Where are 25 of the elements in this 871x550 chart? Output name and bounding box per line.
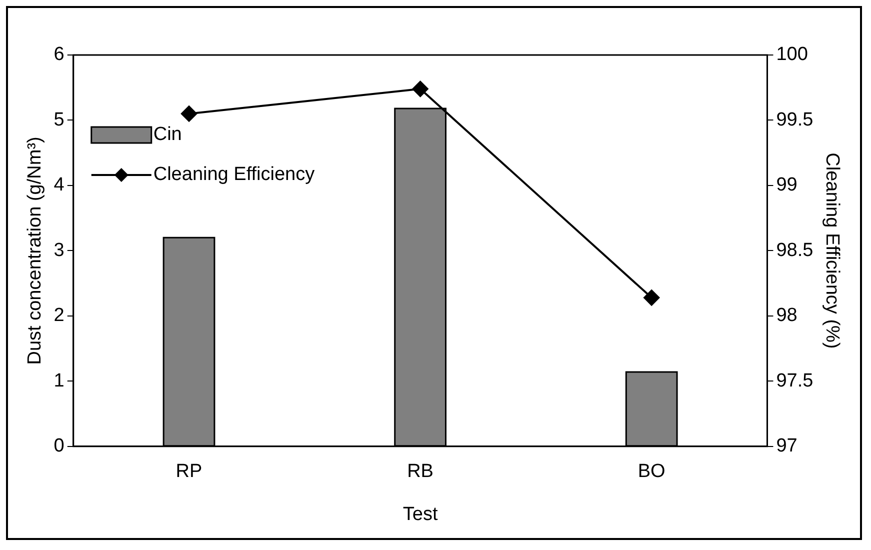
y-tick-label: 4 (54, 174, 65, 196)
y2-tick-label: 99.5 (776, 109, 814, 130)
y2-tick-label: 97.5 (776, 370, 814, 392)
y-tick-label: 1 (54, 370, 64, 392)
legend-label: Cin (153, 124, 182, 146)
y2-tick-label: 98 (776, 305, 798, 326)
x-tick-label: BO (638, 461, 666, 482)
y-tick-label: 3 (54, 240, 64, 261)
y-tick-label: 5 (54, 109, 64, 130)
x-tick-label: RP (176, 461, 202, 482)
y-tick-label: 0 (54, 436, 64, 457)
y2-tick-label: 98.5 (776, 240, 814, 261)
point (412, 80, 428, 97)
point (644, 290, 660, 306)
y2-tick-label: 100 (776, 44, 808, 66)
x-axis-title: Test (402, 504, 438, 525)
y2-tick-label: 99 (776, 174, 798, 196)
y-axis-title: Dust concentration (g/Nm³) (24, 136, 46, 365)
legend-label: Cleaning Efficiency (153, 164, 316, 186)
y-tick-label: 2 (54, 305, 64, 326)
y-tick-label: 6 (54, 44, 64, 66)
point (181, 106, 198, 122)
x-tick-label: RB (407, 461, 434, 482)
y2-axis-title: Cleaning Efficiency (%) (821, 152, 842, 349)
y2-tick-label: 97 (776, 436, 798, 457)
